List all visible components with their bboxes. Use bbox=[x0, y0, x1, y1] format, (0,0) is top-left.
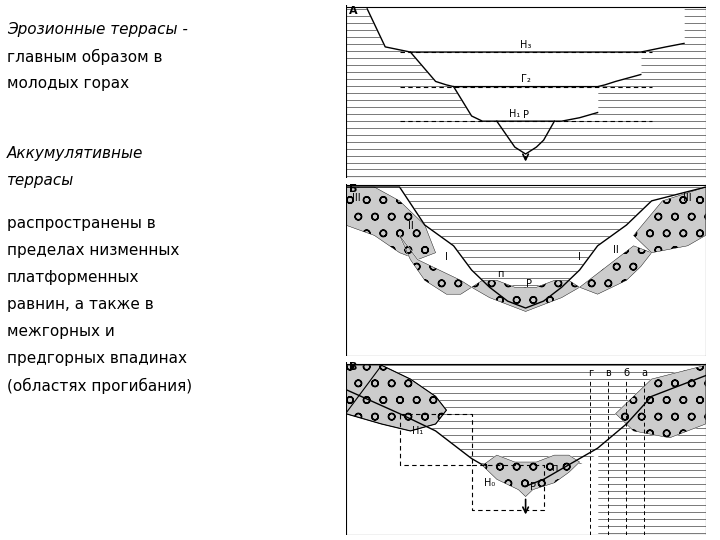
Text: Эрозионные террасы -: Эрозионные террасы - bbox=[6, 22, 188, 37]
Text: главным образом в: главным образом в bbox=[6, 49, 162, 65]
Text: H₁: H₁ bbox=[412, 427, 423, 436]
Polygon shape bbox=[634, 187, 706, 253]
Text: I: I bbox=[445, 252, 448, 262]
Text: P: P bbox=[523, 110, 528, 120]
Text: террасы: террасы bbox=[6, 173, 74, 188]
Polygon shape bbox=[472, 280, 580, 312]
Text: III: III bbox=[352, 193, 361, 203]
Text: пределах низменных: пределах низменных bbox=[6, 243, 179, 258]
Text: Н₃: Н₃ bbox=[520, 40, 531, 50]
Polygon shape bbox=[634, 187, 706, 253]
Polygon shape bbox=[346, 365, 446, 431]
Text: а: а bbox=[642, 368, 647, 377]
Polygon shape bbox=[482, 455, 580, 497]
Polygon shape bbox=[580, 246, 652, 294]
Text: P: P bbox=[530, 482, 536, 492]
Text: Н₁: Н₁ bbox=[509, 109, 521, 119]
Polygon shape bbox=[346, 389, 526, 535]
Polygon shape bbox=[400, 235, 472, 294]
Polygon shape bbox=[410, 52, 641, 86]
Polygon shape bbox=[454, 86, 598, 121]
Text: II: II bbox=[408, 220, 413, 231]
Polygon shape bbox=[472, 455, 598, 535]
Text: предгорных впадинах: предгорных впадинах bbox=[6, 351, 186, 366]
Polygon shape bbox=[346, 187, 436, 260]
Text: б: б bbox=[624, 368, 629, 377]
Text: п: п bbox=[498, 269, 503, 279]
Text: (областях прогибания): (областях прогибания) bbox=[6, 378, 192, 394]
Polygon shape bbox=[616, 365, 706, 438]
Text: г: г bbox=[588, 368, 593, 377]
Text: Б: Б bbox=[349, 184, 358, 194]
Polygon shape bbox=[400, 235, 472, 294]
Text: В: В bbox=[349, 362, 358, 373]
Polygon shape bbox=[482, 455, 580, 497]
Text: в: в bbox=[606, 368, 611, 377]
Text: Аккумулятивные: Аккумулятивные bbox=[6, 146, 143, 161]
Text: H₀: H₀ bbox=[484, 478, 495, 488]
Text: P: P bbox=[526, 279, 532, 289]
Text: п: п bbox=[552, 463, 557, 472]
Polygon shape bbox=[580, 246, 652, 294]
Text: А: А bbox=[349, 6, 358, 16]
Text: межгорных и: межгорных и bbox=[6, 324, 114, 339]
Polygon shape bbox=[346, 187, 706, 356]
Text: платформенных: платформенных bbox=[6, 270, 139, 285]
Text: I: I bbox=[578, 252, 581, 262]
Text: III: III bbox=[683, 193, 692, 203]
Polygon shape bbox=[367, 9, 684, 52]
Text: II: II bbox=[613, 245, 618, 255]
Polygon shape bbox=[346, 187, 436, 260]
Text: Г₂: Г₂ bbox=[521, 75, 531, 84]
Polygon shape bbox=[346, 365, 446, 431]
Text: молодых горах: молодых горах bbox=[6, 76, 129, 91]
Polygon shape bbox=[616, 365, 706, 438]
Text: распространены в: распространены в bbox=[6, 216, 156, 231]
Polygon shape bbox=[472, 280, 580, 312]
Text: равнин, а также в: равнин, а также в bbox=[6, 297, 153, 312]
